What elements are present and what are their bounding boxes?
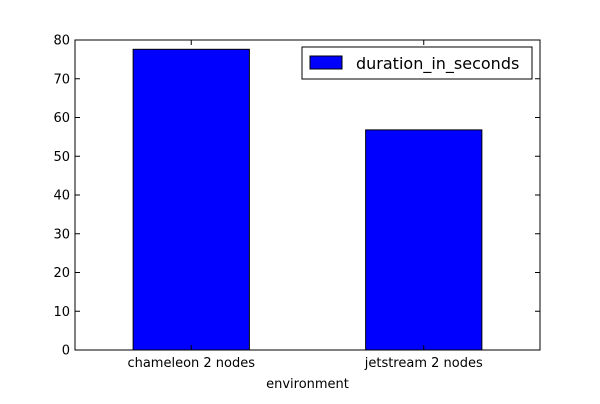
y-tick-label: 50 xyxy=(53,150,70,165)
bar-chameleon-2-nodes xyxy=(132,48,250,351)
y-tick-label: 40 xyxy=(53,189,70,204)
y-tick-label: 60 xyxy=(53,111,70,126)
x-axis-label: environment xyxy=(266,377,349,392)
bar-jetstream-2-nodes xyxy=(365,129,483,351)
legend: duration_in_seconds xyxy=(301,46,533,80)
legend-swatch xyxy=(309,55,343,70)
y-tick-label: 20 xyxy=(53,266,70,281)
x-axis: chameleon 2 nodes jetstream 2 nodes xyxy=(127,40,483,371)
x-tick-label: jetstream 2 nodes xyxy=(364,356,483,371)
bars-layer xyxy=(132,48,483,351)
y-tick-label: 30 xyxy=(53,227,70,242)
legend-label: duration_in_seconds xyxy=(356,54,519,74)
y-tick-label: 0 xyxy=(62,344,70,359)
y-tick-label: 80 xyxy=(53,34,70,49)
y-tick-label: 10 xyxy=(53,305,70,320)
y-tick-label: 70 xyxy=(53,72,70,87)
x-tick-label: chameleon 2 nodes xyxy=(127,356,255,371)
y-axis: 0 10 20 30 40 50 60 70 80 xyxy=(53,34,540,359)
